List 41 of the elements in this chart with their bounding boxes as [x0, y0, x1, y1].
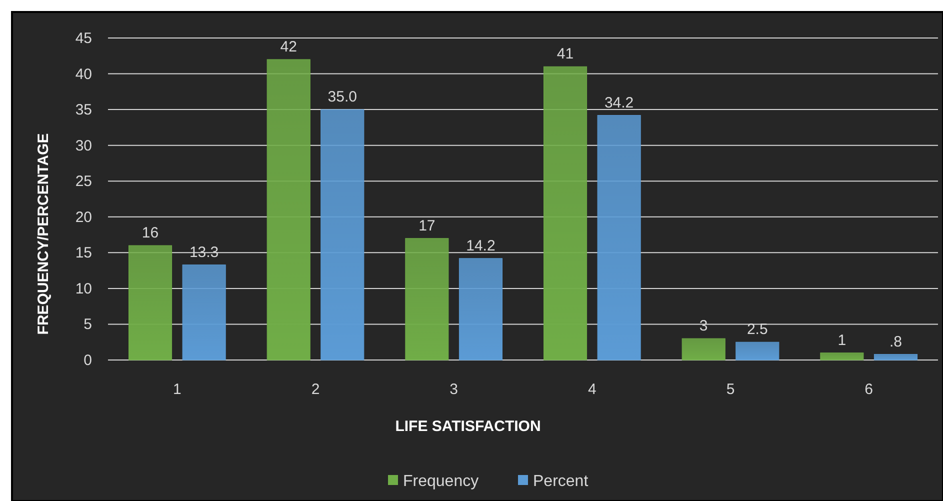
bar	[682, 338, 726, 360]
x-tick-label: 4	[588, 381, 596, 398]
y-tick-label: 30	[75, 137, 92, 154]
bar	[266, 59, 310, 360]
bar	[544, 66, 588, 360]
data-label: 34.2	[604, 94, 634, 112]
y-tick-label: 15	[75, 244, 92, 262]
y-tick-label: 10	[75, 280, 92, 298]
bar	[458, 258, 502, 360]
y-tick-label: 45	[75, 30, 92, 47]
bar	[182, 264, 226, 360]
legend-label: Percent	[533, 473, 589, 490]
bar	[874, 354, 918, 360]
y-tick-label: 0	[84, 352, 92, 369]
bar	[128, 245, 172, 360]
data-label: 42	[280, 38, 297, 56]
x-tick-label: 1	[172, 381, 182, 398]
data-label: 41	[556, 46, 574, 63]
x-tick-label: 5	[726, 381, 735, 398]
y-tick-label: 35	[75, 102, 92, 119]
bar	[320, 109, 364, 360]
y-axis-title: FREQUENCY/PERCENTAGE	[35, 133, 52, 335]
x-tick-label: 3	[450, 381, 458, 398]
data-label: 14.2	[466, 237, 496, 254]
y-tick-label: 20	[75, 208, 92, 226]
x-tick-label: 2	[311, 381, 320, 398]
data-label: .8	[889, 333, 902, 350]
data-label: 17	[418, 217, 436, 234]
y-tick-label: 40	[75, 66, 92, 83]
data-label: 16	[142, 224, 159, 242]
bar	[820, 352, 864, 360]
y-tick-label: 5	[84, 316, 92, 334]
x-axis-title: LIFE SATISFACTION	[395, 418, 541, 435]
x-tick-label: 6	[864, 381, 874, 398]
data-label: 35.0	[328, 88, 357, 106]
data-label: 1	[838, 332, 846, 349]
legend-label: Frequency	[403, 473, 479, 490]
y-tick-label: 25	[75, 173, 92, 190]
bar	[597, 115, 641, 360]
bar	[736, 342, 780, 360]
bar	[405, 238, 449, 360]
